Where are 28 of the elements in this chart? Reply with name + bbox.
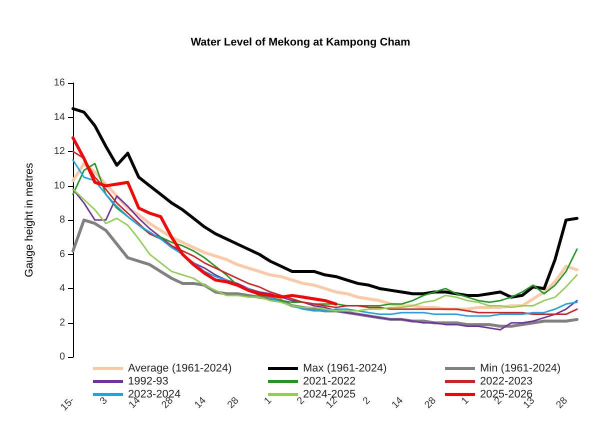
x-tick-label: 14 [192, 394, 209, 411]
chart-title: Water Level of Mekong at Kampong Cham [190, 36, 411, 48]
legend-label: 2021-2022 [303, 376, 356, 388]
y-tick-label: 8 [59, 214, 66, 226]
y-tick-label: 12 [54, 146, 66, 158]
y-tick-label: 2 [59, 317, 66, 328]
legend-label: 1992-93 [128, 376, 168, 388]
legend-label: 2022-2023 [480, 376, 533, 388]
legend-label: Max (1961-2024) [303, 362, 387, 374]
x-tick-label: 3 [98, 394, 110, 407]
x-tick-label: 1 [262, 394, 274, 407]
y-tick-label: 6 [59, 248, 66, 260]
x-tick-label: 15- [58, 395, 77, 414]
legend-label: Min (1961-2024) [480, 362, 561, 374]
x-tick-label: 28 [554, 394, 570, 411]
x-tick-label: 14 [390, 394, 406, 411]
y-tick-label: 4 [59, 283, 66, 294]
line-series [72, 136, 338, 306]
x-tick-label: 28 [422, 394, 439, 411]
y-tick-label: 14 [54, 112, 66, 123]
x-tick-label: 1 [460, 394, 472, 407]
x-tick-label: 2 [361, 394, 374, 407]
y-tick-label: 10 [54, 180, 66, 192]
x-tick-label: 28 [226, 394, 242, 411]
y-axis-title: Gauge height in metres [24, 162, 36, 278]
legend-label: Average (1961-2024) [128, 362, 232, 374]
y-tick-label: 16 [54, 78, 66, 88]
y-tick-label: 0 [59, 352, 66, 363]
